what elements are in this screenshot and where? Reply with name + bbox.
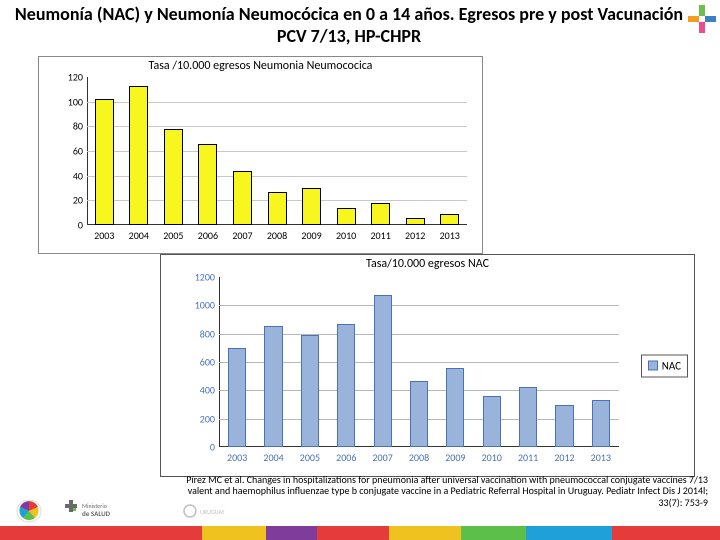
x-tick-label: 2004 (263, 447, 283, 464)
bar (301, 335, 319, 447)
x-tick-label: 2010 (482, 447, 502, 464)
y-tick-label: 0 (210, 441, 219, 454)
footer-logos: Ministerio de SALUD URUGUAY (16, 498, 242, 524)
x-tick-label: 2007 (372, 447, 392, 464)
chart1-title: Tasa /10.000 egresos Neumonia Neumococic… (39, 57, 482, 73)
corner-plus-icon (688, 5, 716, 33)
bar (592, 400, 610, 447)
x-tick-label: 2003 (94, 225, 114, 242)
legend-swatch (648, 361, 658, 371)
x-tick-label: 2003 (227, 447, 247, 464)
y-tick-label: 400 (200, 384, 219, 397)
msp-logo: Ministerio de SALUD (64, 498, 174, 524)
bottom-bar-segment (461, 526, 526, 540)
bar (164, 129, 183, 225)
chart-neumococica: Tasa /10.000 egresos Neumonia Neumococic… (38, 56, 483, 254)
chart-nac: Tasa/10.000 egresos NAC 0200400600800100… (160, 254, 695, 477)
y-tick-label: 120 (68, 71, 87, 84)
bar (337, 208, 356, 225)
legend-label: NAC (662, 359, 681, 372)
vacunate-logo (16, 498, 56, 524)
bottom-bar-segment (526, 526, 612, 540)
y-tick-label: 1000 (195, 299, 219, 312)
y-tick-label: 40 (73, 169, 87, 182)
bar (440, 214, 459, 225)
x-tick-label: 2009 (445, 447, 465, 464)
grid-line (219, 305, 619, 306)
y-tick-label: 800 (200, 327, 219, 340)
x-tick-label: 2008 (267, 225, 287, 242)
y-tick-label: 1200 (195, 271, 219, 284)
y-tick-label: 60 (73, 145, 87, 158)
chart2-legend: NAC (641, 354, 688, 377)
extra-logo: URUGUAY (182, 498, 242, 524)
bar (264, 326, 282, 447)
bottom-bar-segment (317, 526, 389, 540)
svg-text:URUGUAY: URUGUAY (200, 508, 224, 516)
x-tick-label: 2012 (405, 225, 425, 242)
bar (374, 295, 392, 447)
x-tick-label: 2005 (300, 447, 320, 464)
x-tick-label: 2006 (198, 225, 218, 242)
bar (95, 99, 114, 225)
x-tick-label: 2011 (370, 225, 390, 242)
x-tick-label: 2012 (554, 447, 574, 464)
bottom-color-bar (0, 526, 720, 540)
x-tick-label: 2011 (518, 447, 538, 464)
x-tick-label: 2009 (301, 225, 321, 242)
x-tick-label: 2005 (163, 225, 183, 242)
bottom-bar-segment (266, 526, 316, 540)
y-tick-label: 600 (200, 356, 219, 369)
bar (268, 192, 287, 225)
x-tick-label: 2008 (409, 447, 429, 464)
y-tick-label: 80 (73, 120, 87, 133)
y-tick-label: 0 (78, 219, 87, 232)
bottom-bar-segment (0, 526, 202, 540)
bar (410, 381, 428, 447)
x-tick-label: 2007 (232, 225, 252, 242)
x-tick-label: 2006 (336, 447, 356, 464)
slide-title: Neumonía (NAC) y Neumonía Neumocócica en… (0, 0, 720, 47)
bar (337, 324, 355, 447)
bar (302, 188, 321, 225)
x-tick-label: 2010 (336, 225, 356, 242)
bar (129, 86, 148, 225)
bar (233, 171, 252, 225)
bottom-bar-segment (389, 526, 461, 540)
bar (198, 144, 217, 225)
y-tick-label: 200 (200, 412, 219, 425)
bottom-bar-segment (612, 526, 720, 540)
x-tick-label: 2004 (129, 225, 149, 242)
svg-text:de SALUD: de SALUD (82, 509, 111, 518)
bar (228, 348, 246, 447)
y-tick-label: 100 (68, 95, 87, 108)
chart2-title: Tasa/10.000 egresos NAC (161, 255, 694, 271)
chart2-plot: 0200400600800100012002003200420052006200… (219, 277, 619, 447)
bar (406, 218, 425, 225)
bar (371, 203, 390, 225)
y-tick-label: 20 (73, 194, 87, 207)
chart1-plot: 0204060801001202003200420052006200720082… (87, 77, 467, 225)
bar (446, 368, 464, 447)
bar (519, 387, 537, 447)
bar (483, 396, 501, 447)
bar (555, 405, 573, 447)
bottom-bar-segment (202, 526, 267, 540)
x-tick-label: 2013 (440, 225, 460, 242)
citation-text: Pírez MC et al. Changes in hospitalizati… (168, 474, 708, 509)
x-tick-label: 2013 (591, 447, 611, 464)
